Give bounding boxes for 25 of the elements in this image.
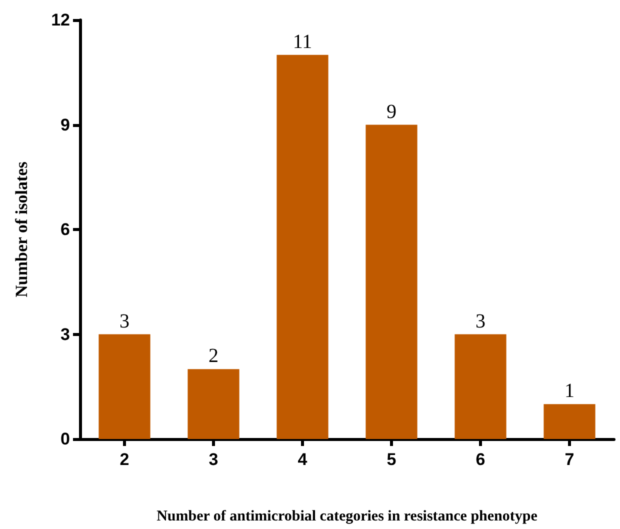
y-tick-label: 0	[60, 430, 70, 448]
bar	[544, 404, 596, 439]
x-tick-label: 7	[564, 450, 574, 469]
data-label: 2	[208, 345, 218, 368]
y-tick-label: 12	[51, 10, 70, 30]
data-label: 3	[120, 310, 130, 332]
bar	[454, 334, 506, 439]
data-label: 9	[386, 100, 396, 123]
data-label: 11	[292, 30, 312, 53]
y-tick-label: 9	[60, 115, 70, 134]
bar	[188, 369, 240, 439]
bar	[98, 334, 150, 439]
y-tick-label: 3	[60, 324, 70, 344]
x-tick-label: 5	[386, 450, 396, 469]
x-tick-label: 6	[476, 450, 486, 469]
x-tick-label: 4	[298, 450, 308, 469]
bar	[276, 54, 328, 439]
data-label: 1	[564, 380, 574, 402]
y-tick-label: 6	[60, 220, 70, 239]
x-tick-label: 3	[208, 450, 218, 469]
x-axis-title: Number of antimicrobial categories in resistance phenotype	[156, 508, 538, 524]
x-tick-label: 2	[120, 450, 130, 469]
y-axis-title: Number of isolates	[12, 161, 31, 298]
data-label: 3	[476, 310, 486, 332]
bar	[366, 124, 418, 439]
